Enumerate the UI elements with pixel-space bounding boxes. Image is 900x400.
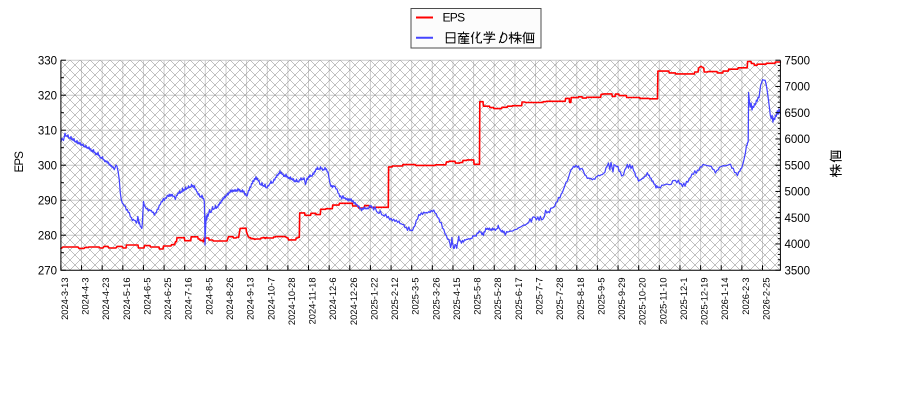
svg-text:4500: 4500: [785, 213, 811, 225]
svg-text:2024-9-13: 2024-9-13: [246, 278, 256, 320]
svg-text:2025-7-28: 2025-7-28: [555, 278, 565, 320]
svg-text:2025-11-10: 2025-11-10: [658, 278, 668, 325]
svg-text:270: 270: [38, 265, 57, 277]
svg-text:5000: 5000: [785, 187, 811, 199]
svg-text:EPS: EPS: [443, 11, 466, 25]
svg-text:2024-12-26: 2024-12-26: [349, 278, 359, 326]
svg-text:310: 310: [38, 125, 57, 137]
svg-text:7500: 7500: [785, 55, 811, 67]
svg-text:2024-5-16: 2024-5-16: [122, 278, 132, 320]
svg-text:2025-12-19: 2025-12-19: [700, 278, 710, 326]
svg-text:2025-7-7: 2025-7-7: [535, 278, 545, 315]
svg-text:320: 320: [38, 90, 57, 102]
svg-text:2024-12-6: 2024-12-6: [328, 278, 338, 320]
svg-text:4000: 4000: [785, 239, 811, 251]
svg-text:2026-2-25: 2026-2-25: [762, 278, 772, 320]
svg-text:2024-6-5: 2024-6-5: [142, 278, 152, 315]
svg-text:7000: 7000: [785, 82, 811, 94]
svg-text:2024-6-25: 2024-6-25: [163, 278, 173, 320]
svg-text:2024-10-28: 2024-10-28: [287, 278, 297, 326]
svg-text:5500: 5500: [785, 160, 811, 172]
svg-text:2026-1-14: 2026-1-14: [720, 278, 730, 320]
svg-text:2024-8-26: 2024-8-26: [225, 278, 235, 320]
svg-text:2026-2-3: 2026-2-3: [741, 278, 751, 315]
svg-text:300: 300: [38, 160, 57, 172]
svg-text:EPS: EPS: [14, 151, 26, 173]
svg-text:2025-3-26: 2025-3-26: [431, 278, 441, 320]
svg-text:2025-5-8: 2025-5-8: [473, 278, 483, 315]
svg-text:6000: 6000: [785, 134, 811, 146]
svg-text:2025-12-1: 2025-12-1: [679, 278, 689, 320]
svg-text:2025-8-18: 2025-8-18: [576, 278, 586, 320]
svg-text:2024-4-23: 2024-4-23: [101, 278, 111, 320]
svg-text:330: 330: [38, 55, 57, 67]
svg-text:2024-8-5: 2024-8-5: [204, 278, 214, 315]
svg-text:280: 280: [38, 230, 57, 242]
svg-text:2025-10-20: 2025-10-20: [638, 278, 648, 326]
svg-text:2025-3-5: 2025-3-5: [411, 278, 421, 315]
svg-text:2025-2-12: 2025-2-12: [390, 278, 400, 320]
svg-text:6500: 6500: [785, 108, 811, 120]
svg-text:2025-9-5: 2025-9-5: [596, 278, 606, 315]
svg-text:2025-4-15: 2025-4-15: [452, 278, 462, 320]
svg-text:2024-7-16: 2024-7-16: [184, 278, 194, 320]
svg-text:2025-1-22: 2025-1-22: [369, 278, 379, 320]
svg-text:2025-6-17: 2025-6-17: [514, 278, 524, 320]
svg-text:2025-5-28: 2025-5-28: [493, 278, 503, 320]
svg-text:2024-11-18: 2024-11-18: [308, 278, 318, 325]
svg-text:2025-9-29: 2025-9-29: [617, 278, 627, 320]
svg-text:2024-4-3: 2024-4-3: [81, 278, 91, 315]
svg-text:2024-3-13: 2024-3-13: [60, 278, 70, 320]
svg-text:290: 290: [38, 195, 57, 207]
svg-text:2024-10-7: 2024-10-7: [266, 278, 276, 320]
svg-text:3500: 3500: [785, 265, 811, 277]
